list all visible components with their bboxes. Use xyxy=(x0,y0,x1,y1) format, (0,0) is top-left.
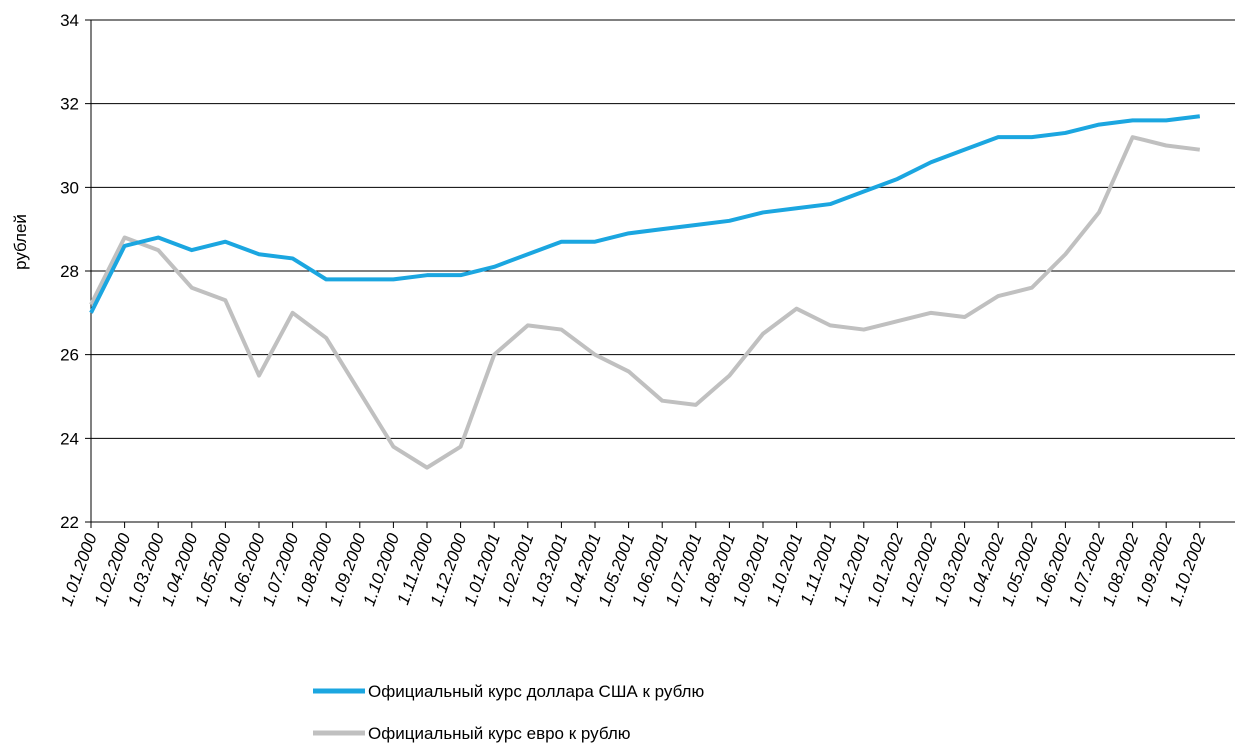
legend-label: Официальный курс доллара США к рублю xyxy=(368,682,704,701)
legend-label: Официальный курс евро к рублю xyxy=(368,724,631,743)
y-tick-label: 34 xyxy=(60,11,79,30)
series-line xyxy=(89,114,1201,314)
y-tick-label: 30 xyxy=(60,178,79,197)
y-axis-label: рублей xyxy=(11,214,30,270)
y-tick-label: 22 xyxy=(60,513,79,532)
y-tick-label: 28 xyxy=(60,262,79,281)
y-tick-label: 24 xyxy=(60,429,79,448)
y-tick-label: 32 xyxy=(60,95,79,114)
y-tick-label: 26 xyxy=(60,346,79,365)
series-line xyxy=(89,135,1201,470)
